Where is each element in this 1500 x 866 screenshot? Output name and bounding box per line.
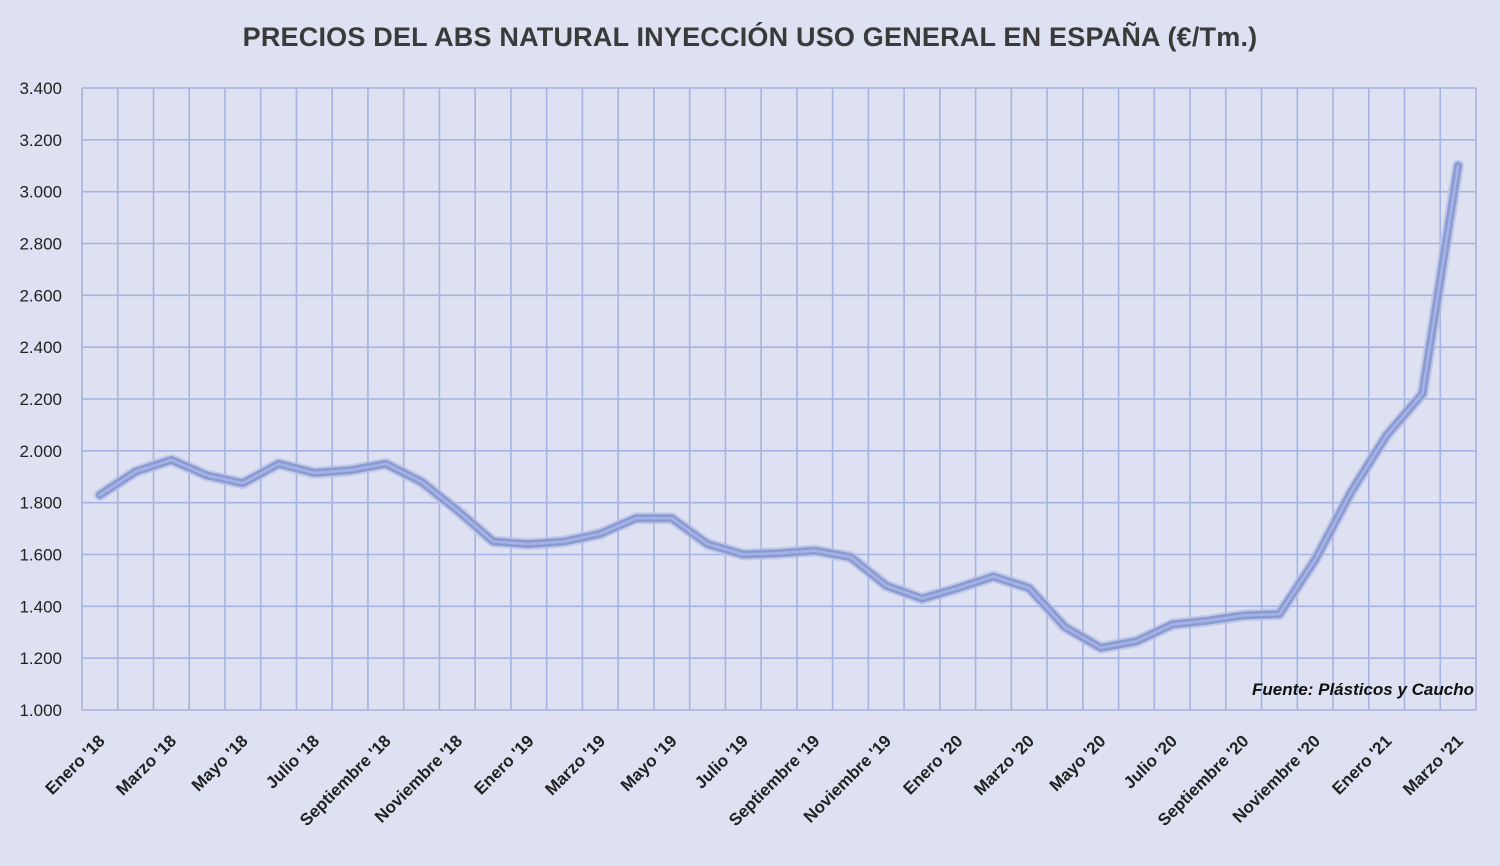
x-tick-label: Enero '19 [471, 731, 538, 798]
x-tick-label: Marzo '21 [1399, 731, 1467, 799]
x-tick-label: Mayo '18 [188, 731, 252, 795]
y-tick-label: 2.600 [19, 286, 62, 305]
y-tick-label: 3.200 [19, 131, 62, 150]
y-tick-label: 2.800 [19, 235, 62, 254]
y-tick-label: 1.000 [19, 701, 62, 720]
y-tick-label: 2.200 [19, 390, 62, 409]
source-label: Fuente: Plásticos y Caucho [1252, 680, 1474, 699]
series-line-shadow [93, 159, 1465, 654]
x-axis-ticks: Enero '18 Marzo '18 Mayo '18 Julio '18Septi… [42, 731, 1467, 829]
x-tick-label: Marzo '20 [970, 731, 1038, 799]
x-tick-label: Enero '20 [899, 731, 966, 798]
x-tick-label: Enero '18 [42, 731, 109, 798]
y-tick-label: 2.000 [19, 442, 62, 461]
y-tick-label: 1.400 [19, 597, 62, 616]
x-tick-label: Julio '20 [1120, 731, 1181, 792]
series-line [95, 161, 1463, 652]
y-tick-label: 1.200 [19, 649, 62, 668]
x-tick-label: Marzo '19 [541, 731, 609, 799]
x-tick-label: Marzo '18 [112, 731, 180, 799]
series-line-highlight [98, 164, 1460, 650]
y-tick-label: 3.400 [19, 79, 62, 98]
x-tick-label: Mayo '19 [617, 731, 681, 795]
x-tick-label: Mayo '20 [1046, 731, 1110, 795]
y-axis-ticks: 1.000 1.200 1.400 1.600 1.800 2.000 2.200 2.400… [19, 79, 62, 720]
x-tick-label: Julio '19 [691, 731, 752, 792]
y-tick-label: 2.400 [19, 338, 62, 357]
x-tick-label: Enero '21 [1328, 731, 1395, 798]
x-tick-label: Julio '18 [262, 731, 323, 792]
series-layer [93, 159, 1465, 654]
y-tick-label: 1.600 [19, 546, 62, 565]
chart-title: PRECIOS DEL ABS NATURAL INYECCIÓN USO GE… [242, 22, 1258, 52]
y-tick-label: 1.800 [19, 494, 62, 513]
grid-lines [81, 87, 1477, 711]
y-tick-label: 3.000 [19, 183, 62, 202]
